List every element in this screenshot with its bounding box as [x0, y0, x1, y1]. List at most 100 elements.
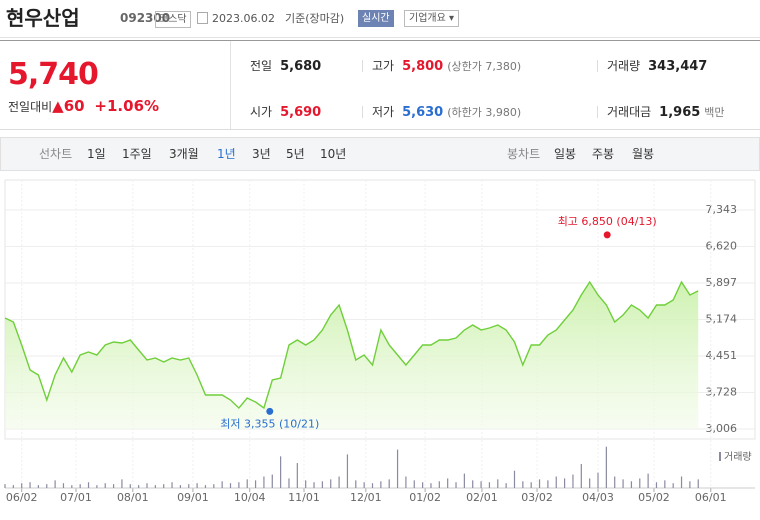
volume-bar: [263, 476, 265, 488]
volume-bar: [188, 484, 190, 488]
quote-note: 백만: [704, 106, 725, 119]
volume-bar: [396, 449, 399, 488]
volume-bar: [338, 476, 340, 488]
x-tick-label: 06/01: [695, 491, 727, 504]
tab-group-label: 선차트: [39, 147, 73, 161]
volume-bar: [12, 485, 14, 488]
volume-bar: [54, 480, 56, 488]
separator: [362, 60, 363, 72]
basis: 기준(장마감): [285, 12, 345, 25]
tab[interactable]: 1주일: [122, 147, 152, 161]
x-tick-label: 07/01: [60, 491, 92, 504]
tab[interactable]: 3년: [252, 147, 271, 161]
chart: 3,006 3,728 4,451 5,174 5,897 6,620 7,343 06/02…: [4, 179, 756, 504]
volume-bar: [171, 482, 173, 488]
volume-bar: [288, 478, 290, 488]
quote-label: 거래대금: [607, 105, 652, 119]
annotation-label: 최저 3,355 (10/21): [220, 417, 319, 430]
volume-bar: [388, 479, 390, 488]
x-tick-label: 06/02: [6, 491, 38, 504]
x-tick-label: 05/02: [638, 491, 670, 504]
volume-bar: [138, 485, 140, 488]
tab[interactable]: 1일: [87, 147, 106, 161]
volume-bar: [305, 480, 307, 488]
quote-cell: 거래량 343,447: [607, 58, 707, 75]
quote-value: 343,447: [648, 59, 708, 74]
volume-bar: [280, 456, 282, 488]
y-tick-label: 7,343: [706, 203, 738, 216]
volume-bar: [697, 479, 699, 488]
volume-bar: [355, 480, 357, 488]
volume-bar: [154, 485, 156, 488]
plot-frame: [4, 179, 756, 440]
volume-bar: [463, 473, 465, 488]
y-tick-label: 4,451: [706, 349, 738, 362]
volume-bar: [455, 482, 457, 488]
volume-bar: [647, 473, 649, 488]
quote-note: (상한가 7,380): [447, 60, 522, 73]
tab[interactable]: 일봉: [554, 147, 577, 161]
y-tick-label: 5,174: [706, 313, 738, 326]
change-label: 전일대비: [8, 100, 53, 114]
y-tick-label: 3,728: [706, 386, 738, 399]
quote-cell: 전일 5,680: [250, 58, 321, 75]
volume-bar: [664, 480, 666, 488]
title-bar: 현우산업 092300 코스닥 2023.06.02 기준(장마감) 실시간 기…: [0, 0, 760, 38]
volume-bar: [204, 485, 207, 488]
volume-bar: [4, 484, 6, 488]
quote-label: 전일: [250, 59, 273, 73]
separator: [597, 106, 598, 118]
company-dropdown[interactable]: 기업개요 ▾: [404, 10, 459, 27]
volume-bar: [480, 481, 482, 488]
volume-bar: [530, 482, 532, 488]
volume-bar: [87, 482, 90, 488]
volume-bar: [572, 474, 574, 488]
volume-bar: [37, 485, 40, 488]
tab[interactable]: 1년: [217, 147, 236, 161]
separator: [597, 60, 598, 72]
volume-bar: [380, 481, 382, 488]
tab[interactable]: 10년: [320, 147, 347, 161]
y-tick-label: 3,006: [706, 422, 738, 435]
volume-bar: [129, 484, 131, 488]
volume-bar: [179, 485, 181, 488]
quote-label: 고가: [372, 59, 395, 73]
x-tick-label: 10/04: [234, 491, 266, 504]
quote-cell: 저가 5,630 (하한가 3,980): [372, 104, 521, 121]
volume-bar: [472, 480, 474, 488]
quote-label: 시가: [250, 105, 273, 119]
quote-value: 5,690: [280, 105, 322, 120]
x-tick-label: 11/01: [288, 491, 320, 504]
change: 전일대비▲60 +1.06%: [8, 97, 159, 115]
volume-bar: [371, 483, 374, 488]
volume-bar: [29, 482, 31, 488]
volume-legend-swatch: [719, 452, 721, 461]
volume-bar: [589, 478, 591, 488]
tab[interactable]: 3개월: [169, 147, 199, 161]
annotation-dot: [266, 407, 274, 415]
volume-bar: [438, 481, 440, 488]
quote-cell: 시가 5,690: [250, 104, 321, 121]
annotation-label: 최고 6,850 (04/13): [558, 215, 657, 228]
realtime-button[interactable]: 실시간: [358, 10, 394, 27]
tab[interactable]: 월봉: [632, 147, 655, 161]
volume-bar: [680, 476, 683, 488]
volume-bar: [313, 482, 315, 488]
volume-bar: [363, 482, 365, 488]
volume-bar: [513, 470, 516, 488]
tab[interactable]: 주봉: [592, 147, 615, 161]
volume-bar: [21, 483, 23, 488]
volume-bar: [522, 481, 524, 488]
volume-bar: [238, 482, 240, 488]
y-tick-label: 5,897: [706, 276, 738, 289]
volume-bar: [538, 479, 541, 488]
quote-cell: 거래대금 1,965 백만: [607, 104, 725, 121]
x-tick-label: 03/02: [521, 491, 553, 504]
volume-bar: [330, 479, 332, 488]
period-tabs: 선차트 1일 1주일 3개월 1년 3년 5년 10년 봉차트 일봉 주봉 월봉: [0, 137, 760, 171]
volume-bar: [146, 483, 148, 488]
quote-value: 1,965: [659, 105, 701, 120]
quote-note: (하한가 3,980): [447, 106, 522, 119]
tab[interactable]: 5년: [286, 147, 305, 161]
volume-bar: [213, 484, 215, 488]
